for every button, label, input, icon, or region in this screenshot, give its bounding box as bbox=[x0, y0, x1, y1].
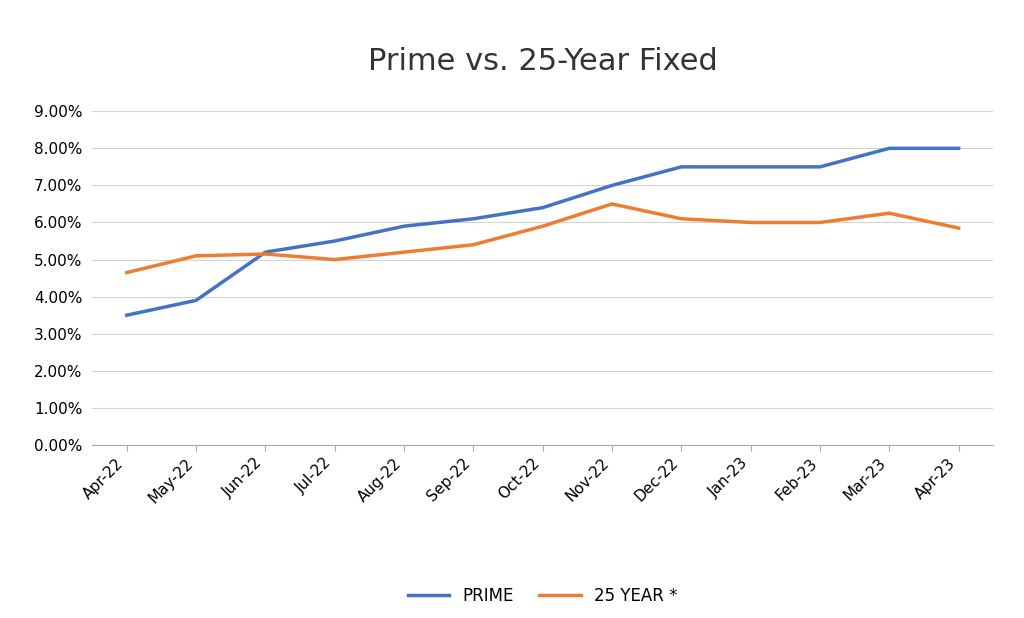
25 YEAR * bbox=[883, 210, 895, 217]
PRIME bbox=[814, 163, 826, 171]
25 YEAR * bbox=[675, 215, 687, 222]
PRIME bbox=[744, 163, 757, 171]
25 YEAR * bbox=[814, 219, 826, 226]
25 YEAR * bbox=[329, 256, 341, 263]
PRIME bbox=[675, 163, 687, 171]
PRIME bbox=[259, 248, 271, 256]
Legend: PRIME, 25 YEAR *: PRIME, 25 YEAR * bbox=[401, 580, 684, 611]
Title: Prime vs. 25-Year Fixed: Prime vs. 25-Year Fixed bbox=[368, 46, 718, 75]
25 YEAR * bbox=[190, 252, 203, 260]
25 YEAR * bbox=[121, 269, 133, 276]
25 YEAR * bbox=[744, 219, 757, 226]
PRIME bbox=[190, 297, 203, 304]
25 YEAR * bbox=[467, 241, 479, 248]
PRIME bbox=[606, 182, 618, 189]
PRIME bbox=[883, 145, 895, 152]
PRIME bbox=[121, 311, 133, 319]
Line: 25 YEAR *: 25 YEAR * bbox=[127, 204, 958, 273]
PRIME bbox=[952, 145, 965, 152]
PRIME bbox=[398, 222, 411, 230]
25 YEAR * bbox=[952, 224, 965, 232]
PRIME bbox=[467, 215, 479, 222]
25 YEAR * bbox=[398, 248, 411, 256]
Line: PRIME: PRIME bbox=[127, 148, 958, 315]
PRIME bbox=[537, 204, 549, 211]
25 YEAR * bbox=[537, 222, 549, 230]
25 YEAR * bbox=[606, 200, 618, 208]
25 YEAR * bbox=[259, 250, 271, 258]
PRIME bbox=[329, 237, 341, 245]
